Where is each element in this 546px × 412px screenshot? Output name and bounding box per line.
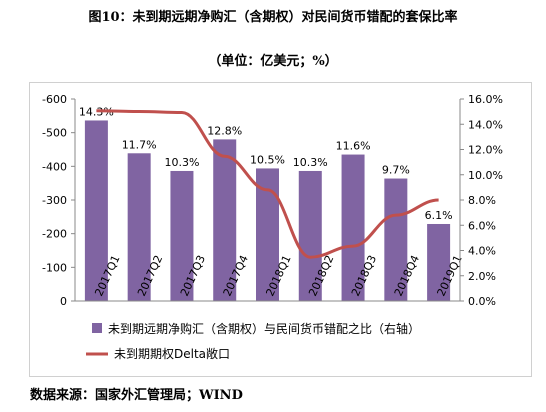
bar-series — [84, 120, 451, 302]
line-series — [96, 109, 439, 259]
chart-title: 图10：未到期远期净购汇（含期权）对民间货币错配的套保比率 — [88, 10, 458, 25]
legend-label-bar: 未到期远期净购汇（含期权）与民间货币错配之比（右轴） — [108, 321, 420, 336]
right-tick-label: 14.0% — [468, 118, 503, 131]
left-tick-label: -500 — [42, 127, 67, 140]
bar — [256, 168, 279, 301]
bar-data-label: 9.7% — [382, 164, 410, 177]
bar — [84, 120, 108, 302]
bar-data-label: 6.1% — [425, 209, 453, 222]
legend-label-line: 未到期期权Delta敞口 — [114, 346, 230, 361]
left-tick-label: -300 — [42, 194, 67, 207]
legend-swatch-bar — [92, 323, 102, 333]
right-tick-label: 16.0% — [468, 93, 503, 106]
bar-data-labels: 14.3%11.7%10.3%12.8%10.5% 10.3%11.6%9.7%6… — [79, 105, 453, 222]
right-tick-label: 2.0% — [468, 270, 496, 283]
bar-data-label: 11.6% — [336, 140, 371, 153]
chart-frame — [29, 82, 532, 377]
delta-exposure-line — [96, 109, 439, 259]
bar — [298, 170, 322, 301]
left-tick-label: -200 — [42, 228, 67, 241]
legend: 未到期远期净购汇（含期权）与民间货币错配之比（右轴） 未到期期权Delta敞口 — [86, 321, 420, 361]
bar — [170, 170, 194, 301]
right-tick-label: 12.0% — [468, 144, 503, 157]
bar-data-label: 10.5% — [250, 153, 285, 166]
right-tick-label: 0.0% — [468, 295, 496, 308]
right-tick-label: 4.0% — [468, 245, 496, 258]
bar — [384, 178, 408, 301]
bar — [127, 153, 151, 301]
bar-data-label: 12.8% — [207, 124, 242, 137]
left-tick-label: 0 — [60, 295, 67, 308]
bar — [213, 139, 237, 301]
bar-data-label: 10.3% — [164, 156, 199, 169]
left-tick-label: -100 — [42, 261, 67, 274]
right-tick-label: 6.0% — [468, 219, 496, 232]
chart-unit: （单位：亿美元；%） — [208, 54, 338, 69]
right-tick-label: 10.0% — [468, 169, 503, 182]
right-tick-label: 8.0% — [468, 194, 496, 207]
data-source: 数据来源：国家外汇管理局；WIND — [30, 388, 243, 403]
bar-data-label: 10.3% — [293, 156, 328, 169]
bar — [427, 223, 451, 301]
left-axis-ticks: -600 -500 -400 -300 -200 -100 0 — [42, 93, 75, 308]
bar-data-label: 11.7% — [122, 138, 157, 151]
right-axis-ticks: 16.0% 14.0% 12.0% 10.0% 8.0% 6.0% 4.0% 2.0% 0.0% — [460, 93, 503, 308]
left-tick-label: -400 — [42, 160, 67, 173]
bar — [341, 154, 365, 301]
left-tick-label: -600 — [42, 93, 67, 106]
